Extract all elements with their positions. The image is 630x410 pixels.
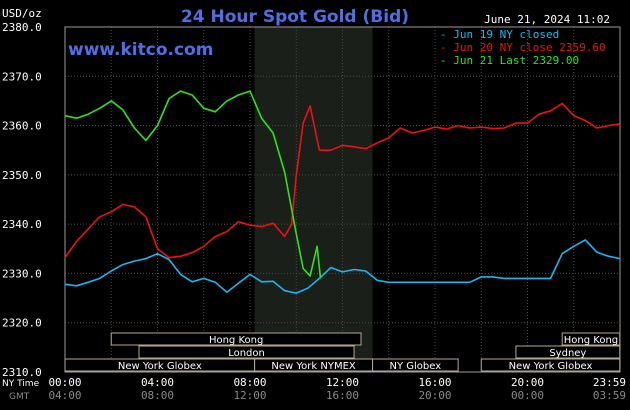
market-sessions: Hong Kong Hong Kong London Sydney New York G… xyxy=(64,332,621,372)
x-tick-gmt: 08:00 xyxy=(141,389,174,402)
series-line-0 xyxy=(64,239,620,294)
session-bar xyxy=(480,358,621,372)
session-label: Hong Kong xyxy=(564,335,618,346)
y-unit-label: USD/oz xyxy=(2,7,42,20)
x-tick-ny: 08:00 xyxy=(233,376,266,389)
session-label: New York NYMEX xyxy=(271,361,356,372)
x-tick-gmt: 03:59 xyxy=(593,389,626,402)
x-tick-ny: 20:00 xyxy=(511,376,544,389)
y-tick-label: 2370.0 xyxy=(2,70,42,83)
series-line-2 xyxy=(64,90,322,279)
y-tick-label: 2360.0 xyxy=(2,120,42,133)
x-tick-ny: 04:00 xyxy=(141,376,174,389)
date-stamp: June 21, 2024 11:02 xyxy=(484,13,610,26)
x-tick-gmt: 00:00 xyxy=(511,389,544,402)
x-tick-gmt: 04:00 xyxy=(48,389,81,402)
legend-jun21: - Jun 21 Last 2329.00 xyxy=(440,54,579,67)
session-bar xyxy=(561,332,621,346)
session-label: New York Globex xyxy=(509,361,593,372)
session-bar xyxy=(515,345,621,359)
tz-gmt-label: GMT xyxy=(9,392,30,402)
price-series xyxy=(64,90,620,294)
session-label: Sydney xyxy=(549,348,586,359)
session-bar xyxy=(110,332,362,346)
x-tick-gmt: 16:00 xyxy=(326,389,359,402)
session-label: NY Globex xyxy=(390,361,442,372)
x-tick-gmt: 20:00 xyxy=(418,389,451,402)
legend-jun20: - Jun 20 NY close 2359.60 xyxy=(440,41,606,54)
session-label: New York Globex xyxy=(118,361,202,372)
y-tick-label: 2340.0 xyxy=(2,218,42,231)
session-bar xyxy=(138,345,355,359)
y-tick-label: 2330.0 xyxy=(2,267,42,280)
plot-frame xyxy=(64,26,621,373)
session-bar xyxy=(372,358,459,372)
tz-ny-label: NY Time xyxy=(2,379,40,389)
brand-watermark: www.kitco.com xyxy=(68,40,213,60)
session-label: Hong Kong xyxy=(209,335,263,346)
x-tick-ny: 00:00 xyxy=(48,376,81,389)
series-line-1 xyxy=(64,102,620,259)
session-label: London xyxy=(228,348,265,359)
nymex-shade xyxy=(254,27,373,372)
y-tick-label: 2310.0 xyxy=(2,366,42,379)
chart-title: 24 Hour Spot Gold (Bid) xyxy=(181,7,409,27)
y-axis-labels: 2380.0 2370.0 2360.0 2350.0 2340.0 2330.0 2320… xyxy=(2,21,42,379)
x-tick-gmt: 12:00 xyxy=(233,389,266,402)
y-tick-label: 2380.0 xyxy=(2,21,42,34)
legend-jun19: - Jun 19 NY closed xyxy=(440,28,559,41)
y-tick-label: 2320.0 xyxy=(2,317,42,330)
y-tick-label: 2350.0 xyxy=(2,169,42,182)
x-axis-labels: 00:0004:0004:0008:0008:0012:0012:0016:00… xyxy=(48,376,626,402)
x-tick-ny: 23:59 xyxy=(593,376,626,389)
x-tick-ny: 16:00 xyxy=(418,376,451,389)
x-tick-ny: 12:00 xyxy=(326,376,359,389)
